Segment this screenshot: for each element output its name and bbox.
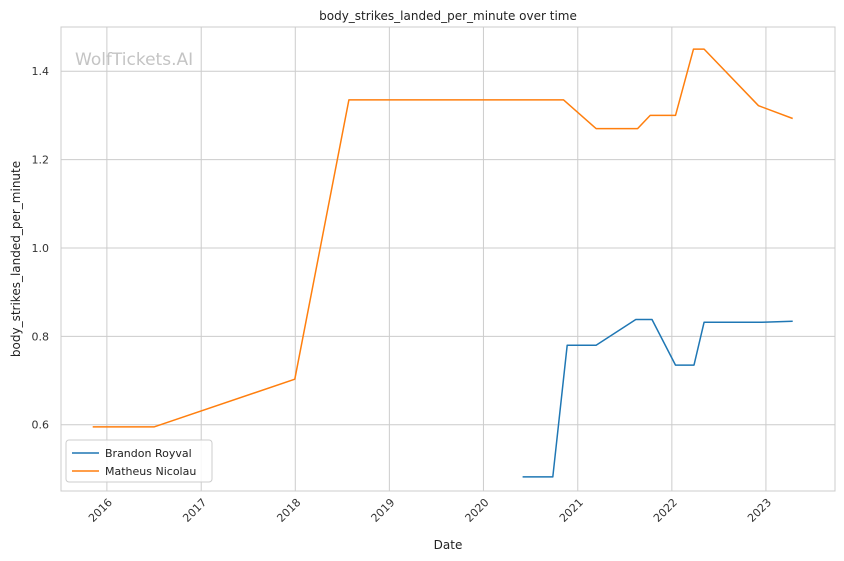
- legend-label-brandon-royval: Brandon Royval: [105, 447, 192, 460]
- plot-frame: [60, 26, 836, 492]
- y-tick-label-1.2: 1.2: [32, 154, 50, 167]
- legend: Brandon Royval Matheus Nicolau: [65, 439, 213, 483]
- series-layer: [92, 48, 793, 478]
- x-axis-title: Date: [434, 538, 463, 552]
- x-tick-label-2021: 2021: [557, 496, 586, 525]
- y-axis-title: body_strikes_landed_per_minute: [9, 161, 23, 357]
- y-tick-label-1.0: 1.0: [32, 242, 50, 255]
- x-tick-label-2017: 2017: [180, 496, 209, 525]
- series-line-brandon-royval: [522, 318, 793, 478]
- x-tick-label-2019: 2019: [368, 496, 397, 525]
- y-tick-label-0.6: 0.6: [32, 419, 50, 432]
- chart-title: body_strikes_landed_per_minute over time: [319, 9, 577, 23]
- x-tick-label-2016: 2016: [86, 496, 115, 525]
- x-tick-label-2023: 2023: [745, 496, 774, 525]
- series-line-matheus-nicolau: [92, 48, 793, 428]
- legend-label-matheus-nicolau: Matheus Nicolau: [105, 465, 196, 478]
- x-tick-label-2018: 2018: [274, 496, 303, 525]
- x-gridlines: [106, 27, 767, 491]
- y-tick-label-0.8: 0.8: [32, 330, 50, 343]
- x-tick-labels: 2016 2017 2018 2019 2020 2021 2022 2023: [86, 496, 774, 525]
- legend-box: [65, 439, 213, 483]
- watermark-text: WolfTickets.AI: [75, 50, 193, 70]
- x-tick-label-2022: 2022: [651, 496, 680, 525]
- x-tick-label-2020: 2020: [463, 496, 492, 525]
- y-tick-label-1.4: 1.4: [32, 65, 50, 78]
- y-tick-labels: 0.6 0.8 1.0 1.2 1.4: [32, 65, 50, 432]
- y-gridlines: [61, 70, 835, 426]
